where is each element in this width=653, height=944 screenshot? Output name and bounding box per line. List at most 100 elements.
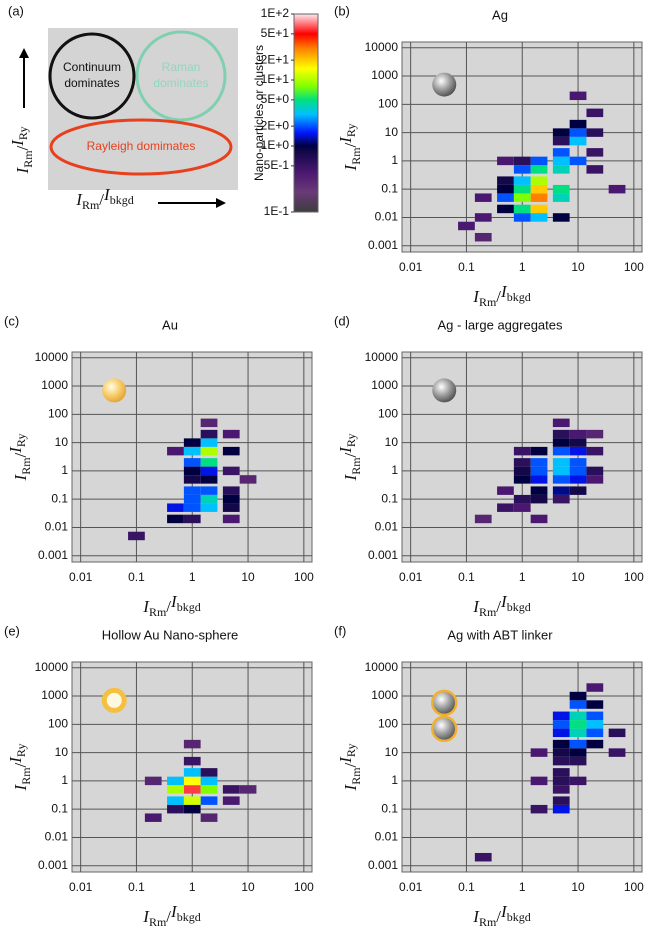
- y-tick-label: 0.01: [375, 830, 399, 844]
- cell: [497, 156, 514, 166]
- colorbar-tick-label: 5E+0: [261, 92, 290, 106]
- label-part: /: [496, 287, 501, 306]
- cell: [513, 156, 531, 166]
- y-tick-label: 0.01: [45, 520, 69, 534]
- cell: [183, 796, 201, 805]
- label-part: Ry: [344, 744, 358, 758]
- colorbar-tick-label: 5E-1: [264, 158, 290, 172]
- cell: [552, 768, 570, 777]
- cell: [586, 683, 604, 692]
- cell: [530, 176, 548, 185]
- cell: [183, 514, 201, 524]
- x-tick-label: 10: [571, 880, 585, 894]
- cell: [200, 418, 218, 428]
- x-tick-label: 0.1: [128, 570, 145, 584]
- cell: [569, 691, 587, 701]
- cell: [569, 458, 587, 467]
- cell: [183, 494, 201, 504]
- cell: [167, 514, 184, 524]
- y-tick-label: 1000: [371, 68, 398, 82]
- cell: [222, 514, 240, 524]
- cell: [530, 458, 548, 467]
- cell: [513, 494, 531, 504]
- cell: [144, 813, 162, 822]
- cell: [530, 475, 548, 484]
- label-part: I: [341, 473, 360, 481]
- y-tick-label: 1: [61, 463, 68, 477]
- label-part: I: [103, 185, 111, 204]
- cell: [569, 486, 587, 495]
- label-part: Ry: [344, 124, 358, 138]
- cell: [222, 429, 240, 439]
- cell: [569, 119, 587, 129]
- cell: [569, 466, 587, 476]
- label-part: I: [11, 473, 30, 481]
- cell: [586, 165, 604, 174]
- label-part: I: [170, 902, 178, 921]
- cell: [222, 486, 240, 495]
- cell: [222, 785, 240, 794]
- cell: [530, 165, 548, 174]
- y-axis-label: IRm/IRy: [8, 127, 35, 175]
- cell: [239, 785, 257, 794]
- cell: [183, 446, 201, 456]
- cell: [497, 193, 514, 202]
- chart-title: Ag - large aggregates: [437, 317, 563, 332]
- colorbar-tick-label: 1E-1: [264, 204, 290, 218]
- y-tick-label: 0.001: [368, 238, 398, 252]
- cell: [200, 813, 218, 822]
- y-tick-label: 1000: [41, 378, 68, 392]
- cell: [222, 796, 240, 805]
- x-tick-label: 0.1: [458, 880, 475, 894]
- chart-title: Ag with ABT linker: [447, 627, 553, 642]
- cell: [167, 503, 184, 512]
- cell: [200, 475, 218, 484]
- cell: [552, 494, 570, 504]
- label-part: I: [142, 907, 150, 926]
- cell: [586, 475, 604, 484]
- cell: [530, 184, 548, 194]
- cell: [530, 776, 548, 786]
- label-part: I: [75, 190, 83, 209]
- label-part: Rm: [479, 915, 497, 929]
- label-part: /: [496, 907, 501, 926]
- cell: [530, 204, 548, 214]
- x-tick-label: 0.1: [128, 880, 145, 894]
- x-axis-label: IRm/Ibkgd: [472, 282, 530, 309]
- continuum-text: dominates: [64, 76, 119, 90]
- cell: [586, 739, 604, 749]
- label-part: I: [142, 597, 150, 616]
- cell: [183, 739, 201, 749]
- cell: [167, 776, 184, 786]
- cell: [200, 785, 218, 794]
- cell: [552, 438, 570, 447]
- cell: [513, 165, 531, 174]
- y-tick-label: 100: [378, 717, 398, 731]
- y-tick-label: 10: [385, 125, 399, 139]
- x-tick-label: 10: [571, 260, 585, 274]
- x-axis-label: IRm/Ibkgd: [472, 902, 530, 929]
- cell: [474, 232, 492, 242]
- label-part: I: [13, 166, 32, 174]
- y-axis-label: IRm/IRy: [336, 744, 363, 792]
- cell: [569, 700, 587, 709]
- cell: [530, 494, 548, 504]
- cell: [183, 503, 201, 512]
- label-part: /: [341, 452, 360, 457]
- cell: [552, 486, 570, 495]
- cell: [569, 728, 587, 738]
- cell: [608, 748, 626, 757]
- continuum-circle: [48, 32, 136, 120]
- x-tick-label: 10: [571, 570, 585, 584]
- cell: [569, 475, 587, 484]
- cell: [497, 486, 514, 495]
- panel-label: (f): [334, 623, 346, 638]
- cell: [167, 804, 184, 814]
- x-tick-label: 100: [624, 570, 644, 584]
- cell: [552, 739, 570, 749]
- cell: [552, 193, 570, 202]
- cell: [530, 514, 548, 524]
- x-tick-label: 1: [189, 570, 196, 584]
- label-part: Rm: [149, 915, 167, 929]
- cell: [474, 193, 492, 202]
